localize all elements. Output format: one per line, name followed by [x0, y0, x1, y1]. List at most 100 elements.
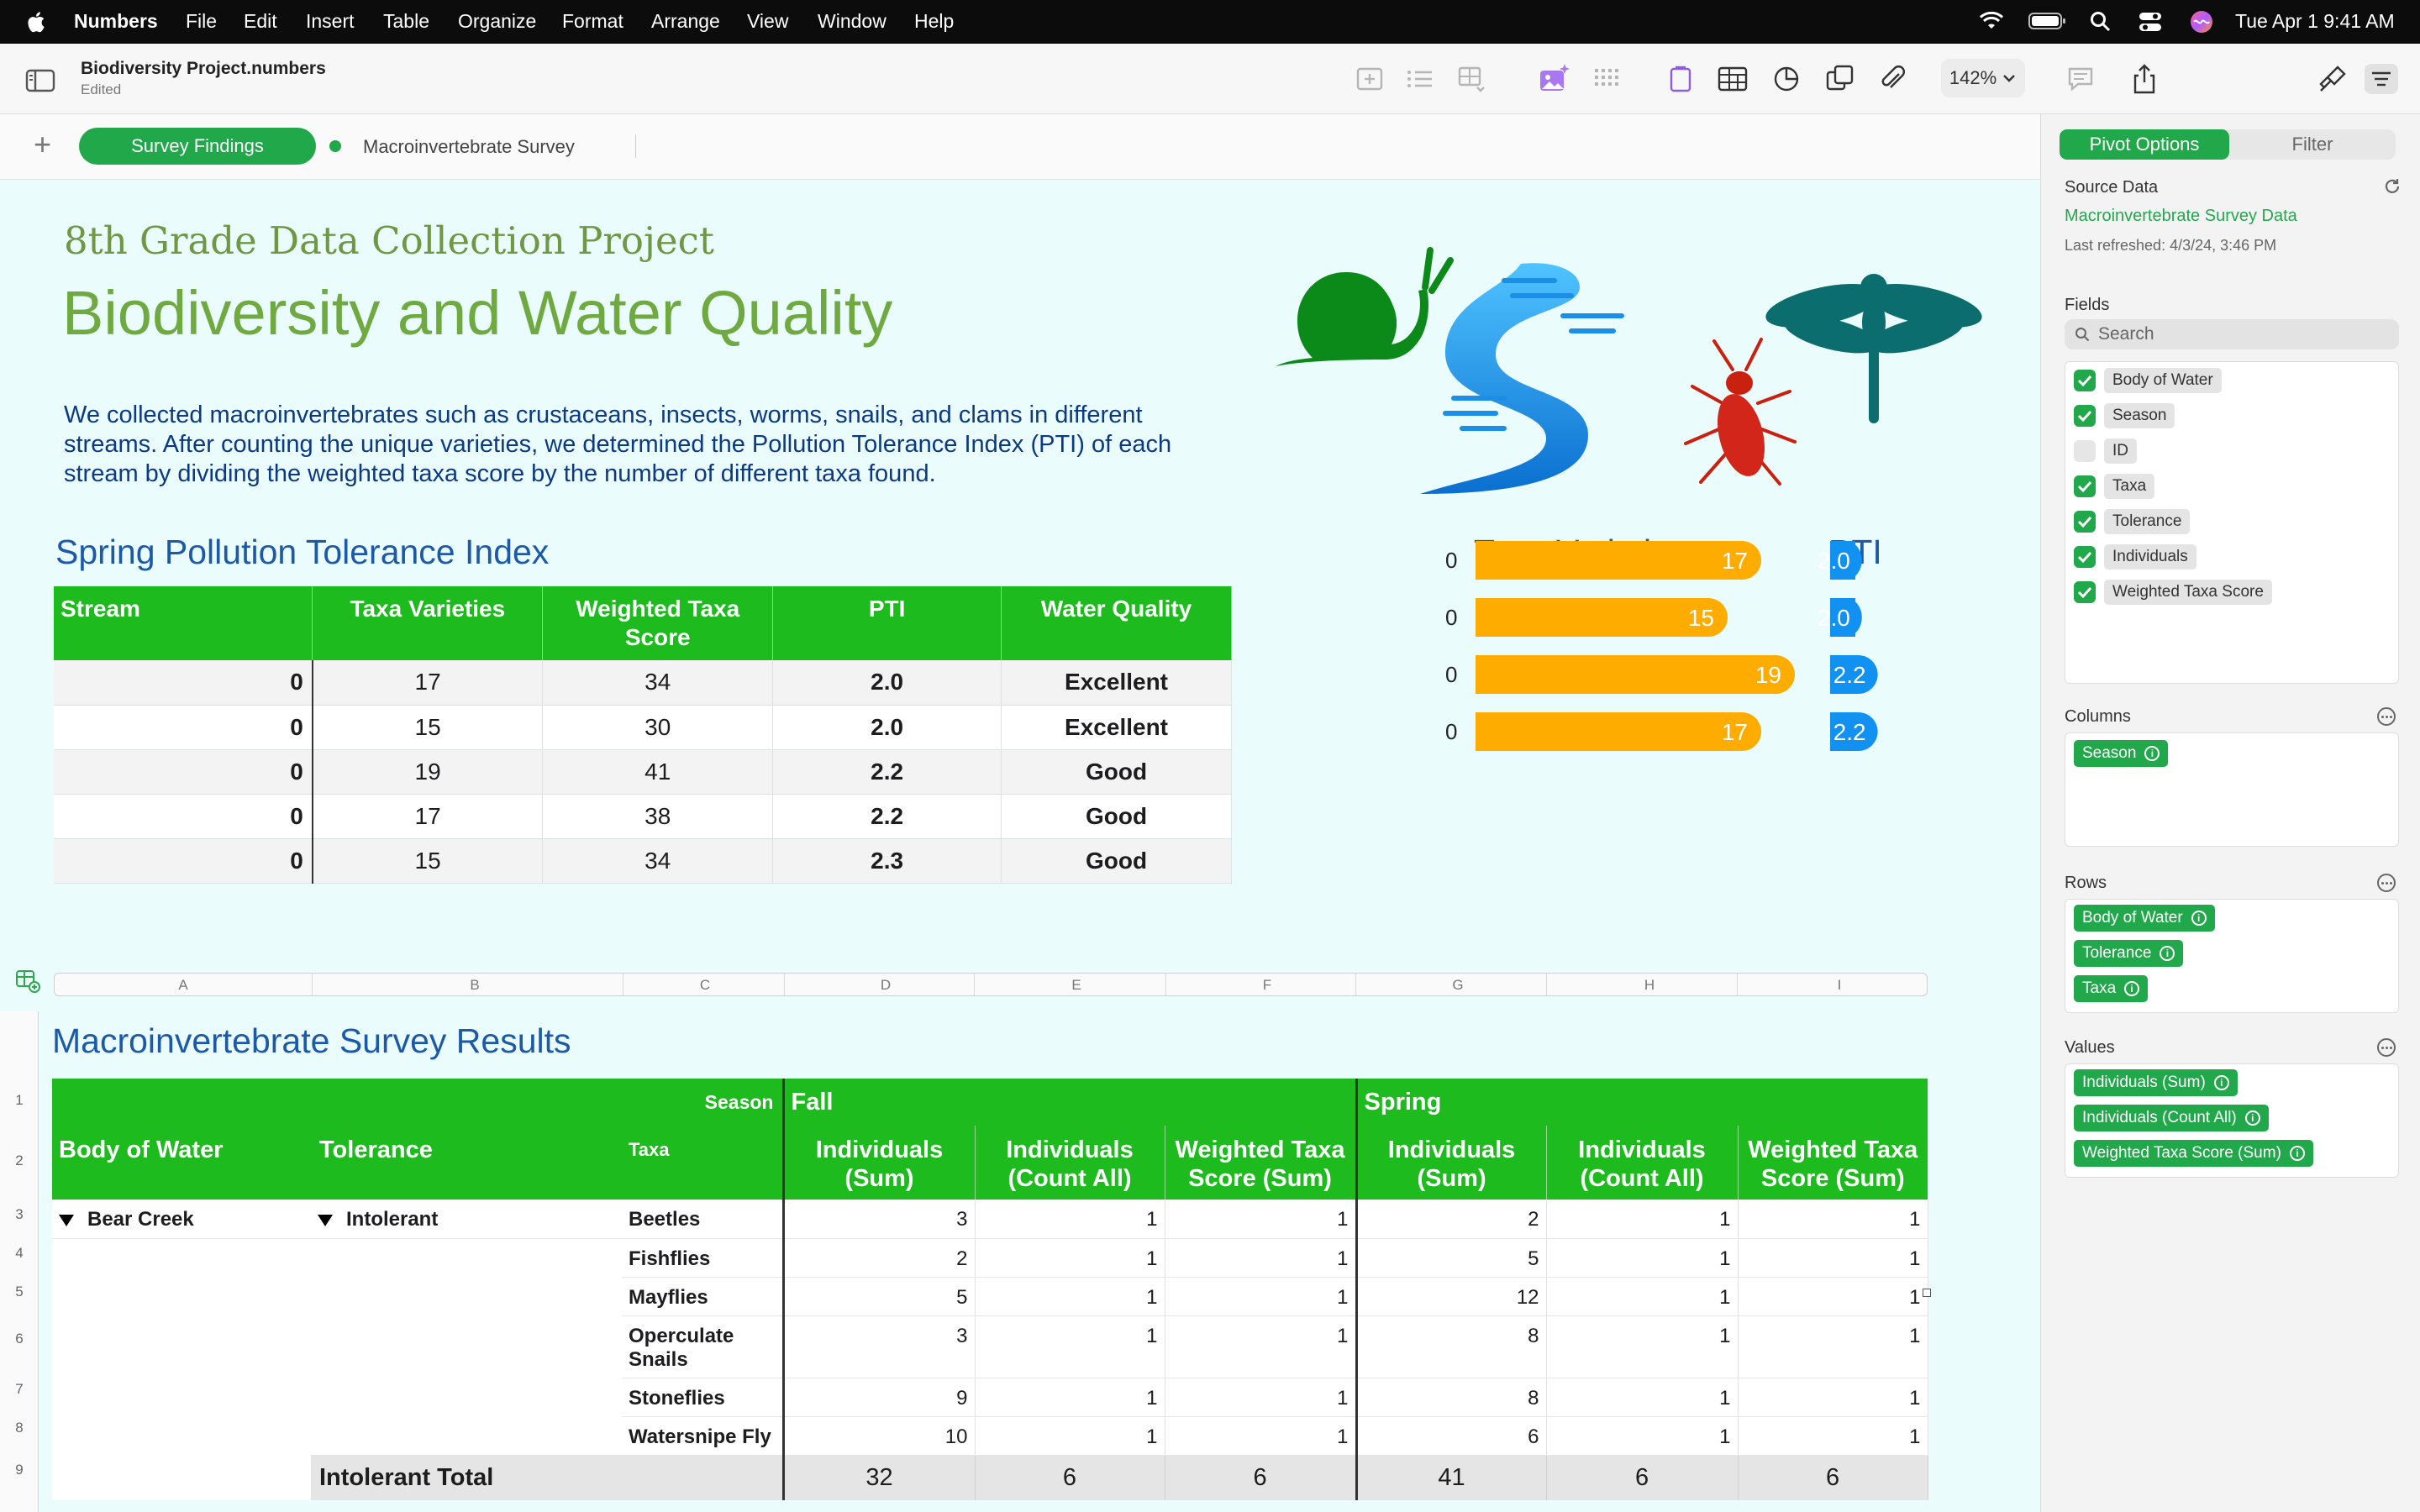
empty-cell[interactable]: [52, 1277, 311, 1315]
menu-arrange[interactable]: Arrange: [651, 10, 720, 32]
table-cell[interactable]: 1: [1165, 1378, 1358, 1417]
total-label[interactable]: Intolerant Total: [311, 1455, 785, 1500]
table-cell[interactable]: 2.2: [772, 749, 1002, 795]
row-number[interactable]: 2: [15, 1152, 24, 1168]
empty-cell[interactable]: [52, 1416, 311, 1455]
table-cell[interactable]: 30: [542, 705, 774, 750]
taxa-cell[interactable]: Fishflies: [622, 1238, 785, 1278]
table-cell[interactable]: 1: [1165, 1416, 1358, 1456]
tab-macroinvertebrate-survey[interactable]: Macroinvertebrate Survey: [363, 136, 575, 157]
spring-pti-table[interactable]: Stream Taxa Varieties Weighted Taxa Scor…: [54, 586, 1232, 884]
page-title[interactable]: Biodiversity and Water Quality: [62, 278, 893, 348]
field-chip[interactable]: ID: [2104, 438, 2137, 464]
table-cell[interactable]: 1: [975, 1416, 1165, 1456]
table-cell[interactable]: 17: [312, 794, 544, 839]
pti-bar-label[interactable]: 2.0: [1818, 605, 1850, 631]
empty-cell[interactable]: [311, 1277, 622, 1315]
season-spring[interactable]: Spring: [1356, 1079, 1928, 1126]
row-number[interactable]: 9: [15, 1462, 24, 1478]
row-number[interactable]: 3: [15, 1206, 24, 1222]
table-cell[interactable]: 1: [1546, 1416, 1739, 1456]
column-letter[interactable]: H: [1644, 977, 1655, 993]
rows-more-icon[interactable]: [2377, 874, 2396, 892]
row-number[interactable]: 1: [15, 1092, 24, 1108]
tab-survey-findings[interactable]: Survey Findings: [79, 128, 316, 165]
checkbox-unchecked[interactable]: [2074, 440, 2096, 462]
shape-icon[interactable]: [1823, 62, 1857, 96]
table-cell[interactable]: 1: [1738, 1378, 1928, 1417]
table-cell[interactable]: 0: [54, 705, 313, 750]
table-cell[interactable]: 5: [783, 1277, 976, 1316]
table-cell[interactable]: Excellent: [1001, 660, 1232, 706]
info-icon[interactable]: i: [2213, 1075, 2229, 1090]
table-cell[interactable]: 0: [54, 838, 313, 884]
column-letter[interactable]: C: [699, 977, 711, 993]
table-cell[interactable]: 0: [54, 794, 313, 839]
menu-table[interactable]: Table: [383, 10, 429, 32]
row-number[interactable]: 6: [15, 1331, 24, 1347]
empty-cell[interactable]: [52, 1238, 311, 1277]
menu-file[interactable]: File: [186, 10, 218, 32]
table-cell[interactable]: 2.0: [772, 705, 1002, 750]
table-cell[interactable]: 2.0: [772, 660, 1002, 706]
stream-icon[interactable]: [1412, 255, 1664, 499]
pti-bar-base[interactable]: [1830, 598, 1855, 637]
column-header-bar[interactable]: A B C D E F G H I: [54, 973, 1928, 996]
row-header-bar[interactable]: 1 2 3 4 5 6 7 8 9: [0, 1011, 39, 1512]
zoom-menu[interactable]: 142%: [1941, 59, 2025, 97]
pti-bar-base[interactable]: [1830, 712, 1855, 751]
total-cell[interactable]: 6: [975, 1455, 1165, 1500]
taxa-cell[interactable]: Watersnipe Fly: [622, 1416, 785, 1456]
grid-icon[interactable]: [1590, 62, 1623, 96]
total-cell[interactable]: 6: [1546, 1455, 1739, 1500]
table-cell[interactable]: 5: [1356, 1238, 1547, 1278]
table-cell[interactable]: 19: [312, 749, 544, 795]
pti-bar-label[interactable]: 2.2: [1833, 662, 1866, 688]
snail-icon[interactable]: [1269, 247, 1454, 373]
table-cell[interactable]: 1: [1738, 1238, 1928, 1278]
taxa-bar-label[interactable]: 17: [1722, 548, 1748, 574]
taxa-bar[interactable]: [1476, 598, 1728, 637]
values-more-icon[interactable]: [2377, 1038, 2396, 1057]
info-icon[interactable]: i: [2144, 746, 2160, 761]
empty-cell[interactable]: [52, 1315, 311, 1378]
season-fall[interactable]: Fall: [783, 1079, 1358, 1126]
table-cell[interactable]: 15: [312, 838, 544, 884]
field-item[interactable]: Weighted Taxa Score: [2074, 575, 2272, 609]
total-cell[interactable]: 32: [783, 1455, 976, 1500]
table-options-icon[interactable]: [1455, 62, 1489, 96]
table-cell[interactable]: 1: [1546, 1200, 1739, 1239]
table-cell[interactable]: Good: [1001, 749, 1232, 795]
taxa-bar[interactable]: [1476, 712, 1761, 751]
checkbox-checked[interactable]: [2074, 511, 2096, 533]
table-cell[interactable]: 1: [975, 1315, 1165, 1378]
table-cell[interactable]: 38: [542, 794, 774, 839]
table-cell[interactable]: 0: [54, 660, 313, 706]
table-cell[interactable]: 1: [975, 1277, 1165, 1316]
header-value[interactable]: Individuals (Sum): [783, 1126, 976, 1200]
table-cell[interactable]: 2: [1356, 1200, 1547, 1239]
table-cell[interactable]: 1: [1546, 1277, 1739, 1316]
comment-icon[interactable]: [2064, 62, 2097, 96]
table-cell[interactable]: 15: [312, 705, 544, 750]
table-cell[interactable]: 8: [1356, 1315, 1547, 1378]
values-well[interactable]: Individuals (Sum) i Individuals (Count Al…: [2065, 1063, 2399, 1178]
taxa-cell[interactable]: Operculate Snails: [622, 1315, 785, 1378]
taxa-bar-base[interactable]: [1476, 712, 1501, 751]
column-header[interactable]: Taxa Varieties: [312, 586, 544, 660]
field-item[interactable]: Taxa: [2074, 470, 2155, 503]
table-handle-icon[interactable]: [15, 969, 40, 993]
info-icon[interactable]: i: [2124, 981, 2140, 996]
checkbox-checked[interactable]: [2074, 546, 2096, 568]
menu-clock[interactable]: Tue Apr 1 9:41 AM: [2235, 10, 2395, 32]
chart-category-label[interactable]: 0: [1445, 605, 1457, 630]
table-cell[interactable]: 41: [542, 749, 774, 795]
pivot-table-icon[interactable]: [1664, 62, 1697, 96]
share-icon[interactable]: [2128, 62, 2161, 96]
row-number[interactable]: 8: [15, 1420, 24, 1436]
table-icon[interactable]: [1716, 62, 1749, 96]
list-icon[interactable]: [1403, 62, 1437, 96]
column-letter[interactable]: A: [178, 977, 188, 993]
chart-category-label[interactable]: 0: [1445, 662, 1457, 687]
pti-bar-base[interactable]: [1830, 541, 1855, 580]
